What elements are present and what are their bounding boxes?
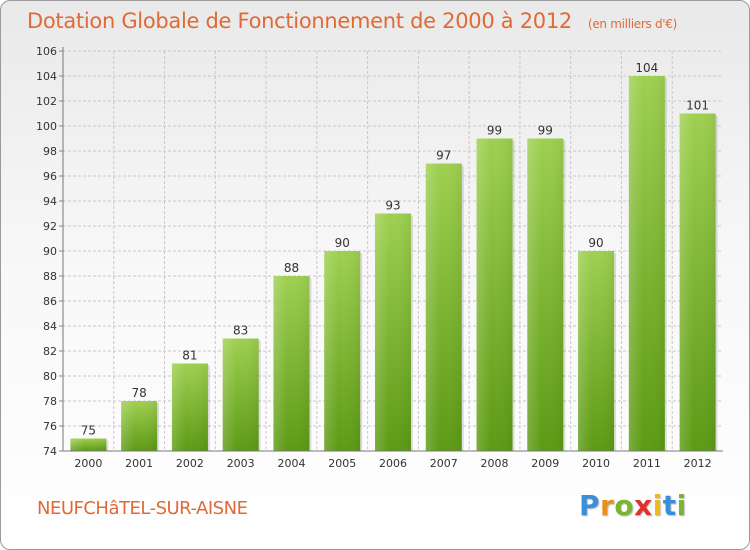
x-tick-label: 2006 (379, 457, 407, 470)
y-tick-label: 100 (36, 120, 57, 133)
logo-letter: r (600, 489, 615, 522)
bar-highlight (273, 276, 310, 451)
data-label: 101 (686, 99, 709, 113)
data-label: 83 (233, 324, 248, 338)
y-tick-label: 102 (36, 95, 57, 108)
x-tick-label: 2009 (531, 457, 559, 470)
x-tick-label: 2008 (481, 457, 509, 470)
commune-name: NEUFCHâTEL-SUR-AISNE (37, 498, 248, 519)
bar-highlight (476, 138, 513, 451)
bar-highlight (425, 163, 462, 451)
y-tick-label: 80 (43, 370, 57, 383)
y-tick-label: 92 (43, 220, 57, 233)
bars (70, 76, 718, 451)
bar-highlight (171, 363, 208, 451)
bar-highlight (375, 213, 411, 451)
y-tick-label: 84 (43, 320, 57, 333)
logo-letter: x (634, 489, 653, 522)
logo-letter: t (662, 489, 677, 522)
data-label: 81 (182, 349, 197, 363)
x-tick-label: 2003 (227, 457, 255, 470)
x-tick-label: 2002 (176, 457, 204, 470)
x-tick-label: 2004 (277, 457, 305, 470)
data-label: 104 (635, 61, 658, 75)
y-tick-label: 76 (43, 420, 57, 433)
x-tick-label: 2000 (74, 457, 102, 470)
logo-letter: o (614, 489, 635, 522)
chart-title: Dotation Globale de Fonctionnement de 20… (27, 9, 677, 33)
y-tick-label: 74 (43, 445, 57, 458)
bar-highlight (578, 251, 615, 451)
x-tick-label: 2001 (125, 457, 153, 470)
chart-subtitle: (en milliers d'€) (587, 17, 677, 31)
data-label: 97 (436, 149, 451, 163)
x-tick-label: 2012 (684, 457, 712, 470)
data-label: 75 (81, 424, 96, 438)
y-tick-label: 82 (43, 345, 57, 358)
data-label: 93 (385, 199, 400, 213)
proxiti-logo: Proxiti (579, 489, 687, 522)
x-tick-label: 2005 (328, 457, 356, 470)
bar-highlight (121, 401, 158, 451)
logo-letter: P (579, 489, 601, 522)
x-tick-label: 2007 (430, 457, 458, 470)
bar-highlight (628, 76, 665, 451)
y-tick-label: 88 (43, 270, 57, 283)
y-tick-label: 90 (43, 245, 57, 258)
logo-letter: i (676, 489, 687, 522)
bar-highlight (679, 113, 716, 451)
bar-highlight (70, 438, 107, 451)
data-label: 78 (132, 386, 147, 400)
y-tick-label: 94 (43, 195, 57, 208)
axes (59, 47, 723, 452)
labels: 74 76 78 80 82 84 86 88 90 92 94 96 98 100 102 104 106 75… (36, 45, 712, 470)
logo-letter: i (652, 489, 663, 522)
bar-highlight (222, 338, 259, 451)
y-tick-label: 78 (43, 395, 57, 408)
x-tick-label: 2010 (582, 457, 610, 470)
x-tick-label: 2011 (633, 457, 661, 470)
data-label: 99 (487, 124, 502, 138)
data-label: 99 (538, 124, 553, 138)
data-label: 88 (284, 261, 299, 275)
title-text: Dotation Globale de Fonctionnement de 20… (27, 9, 572, 33)
y-tick-label: 96 (43, 170, 57, 183)
data-label: 90 (335, 236, 350, 250)
data-label: 90 (588, 236, 603, 250)
y-tick-label: 106 (36, 45, 57, 58)
bar-highlight (324, 251, 361, 451)
y-tick-label: 104 (36, 70, 57, 83)
y-tick-label: 98 (43, 145, 57, 158)
bar-highlight (527, 138, 564, 451)
y-tick-label: 86 (43, 295, 57, 308)
